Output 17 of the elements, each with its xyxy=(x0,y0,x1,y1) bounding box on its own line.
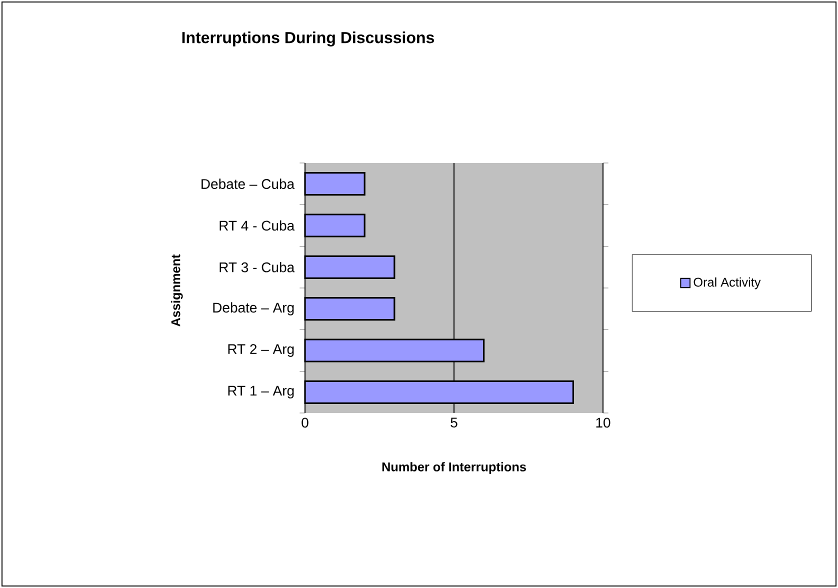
y-tick-label: RT 3 - Cuba xyxy=(220,262,295,272)
y-tick-label: RT 1 – Arg xyxy=(228,386,294,398)
y-tick-label: Debate – Arg xyxy=(213,302,294,316)
y-axis-title: Assignment xyxy=(170,254,183,326)
bar xyxy=(304,297,396,321)
chart-title: Interruptions During Discussions xyxy=(182,32,434,46)
bar xyxy=(304,214,366,238)
legend-label: Oral Activity xyxy=(694,277,761,290)
x-tick-label: 5 xyxy=(450,418,458,428)
y-tick-label: RT 4 - Cuba xyxy=(220,220,295,231)
x-axis-title: Number of Interruptions xyxy=(382,462,526,474)
y-tick-label: Debate – Cuba xyxy=(202,178,295,189)
y-tick-label: RT 2 – Arg xyxy=(228,344,294,357)
bar xyxy=(304,172,366,196)
bar xyxy=(304,255,396,279)
x-tick-label: 10 xyxy=(596,418,610,428)
x-tick-label: 0 xyxy=(302,418,308,428)
